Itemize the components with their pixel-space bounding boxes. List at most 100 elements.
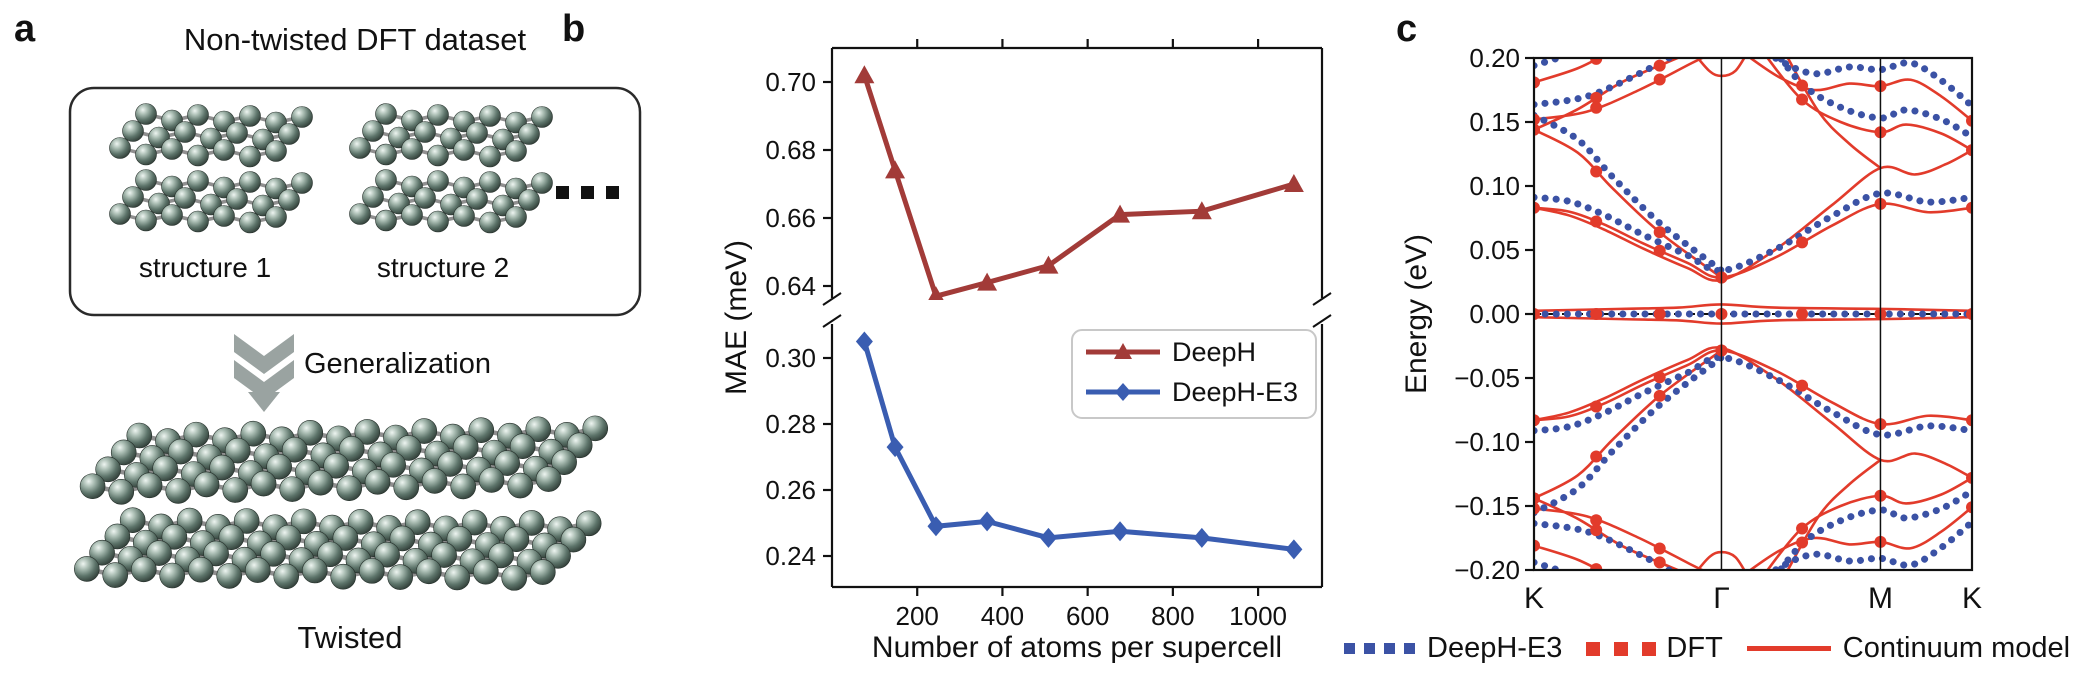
deephe3-band-dots bbox=[1534, 353, 1972, 439]
c-yaxis-label: Energy (eV) bbox=[1400, 234, 1433, 394]
panel-b-letter: b bbox=[562, 8, 586, 50]
c-kpoint-label: Γ bbox=[1713, 582, 1730, 615]
b-ytick-label: 0.66 bbox=[765, 203, 816, 233]
dft-point bbox=[1966, 308, 1972, 320]
continuum-band-line bbox=[1534, 507, 1705, 570]
dft-squares-swatch-icon bbox=[1586, 641, 1666, 656]
series-line bbox=[861, 340, 1295, 552]
continuum-band-line bbox=[1765, 476, 1972, 570]
deephe3-band-dots bbox=[1534, 353, 1725, 517]
ellipsis-dot-icon bbox=[606, 186, 619, 199]
dft-point bbox=[1796, 79, 1809, 92]
data-point-marker bbox=[1283, 174, 1304, 192]
series-DeepH bbox=[854, 65, 1304, 300]
series-line bbox=[862, 74, 1295, 300]
panel-c-legend: DeepH-E3 DFT Continuum model bbox=[1344, 632, 2070, 665]
continuum-line-swatch-icon bbox=[1746, 646, 1831, 651]
dft-point bbox=[1590, 400, 1603, 413]
dft-point bbox=[1590, 165, 1603, 178]
structure2-label: structure 2 bbox=[376, 252, 510, 283]
dft-point bbox=[1966, 201, 1972, 214]
b-ytick-label: 0.24 bbox=[765, 541, 816, 571]
dft-point bbox=[1796, 236, 1809, 249]
panel-b: b 200 400 600 800 1000 0.64 0.66 0.68 0.70 0.24 0.… bbox=[560, 0, 1350, 675]
dft-point bbox=[1534, 201, 1540, 214]
c-ytick-label: 0.10 bbox=[1469, 171, 1520, 201]
c-ytick-label: 0.15 bbox=[1469, 107, 1520, 137]
series-DeepH-E3 bbox=[855, 331, 1303, 560]
structure1-label: structure 1 bbox=[138, 252, 272, 283]
deephe3-band-dots bbox=[1534, 519, 1677, 570]
data-point-marker bbox=[1038, 255, 1059, 274]
b-xtick-label: 600 bbox=[1066, 601, 1109, 631]
dft-point bbox=[1590, 91, 1603, 104]
dft-point bbox=[1590, 563, 1603, 570]
dft-point bbox=[1590, 101, 1603, 114]
b-ytick-label: 0.28 bbox=[765, 409, 816, 439]
dft-point bbox=[1653, 59, 1666, 72]
dft-point bbox=[1590, 308, 1603, 320]
b-ytick-label: 0.70 bbox=[765, 67, 816, 97]
data-point-marker bbox=[977, 272, 998, 291]
dft-point bbox=[1796, 536, 1809, 549]
deephe3-dotted-swatch-icon bbox=[1344, 643, 1427, 654]
dft-point bbox=[1966, 114, 1972, 127]
continuum-band-line bbox=[1534, 349, 1723, 500]
legend-deephe3-label: DeepH-E3 bbox=[1427, 632, 1563, 664]
dft-point bbox=[1653, 542, 1666, 555]
continuum-band-line bbox=[1765, 58, 1972, 152]
dft-point bbox=[1590, 514, 1603, 527]
atom-sheet bbox=[79, 415, 609, 505]
continuum-band-line bbox=[1534, 58, 1705, 121]
dft-point bbox=[1590, 215, 1603, 228]
deephe3-band-dots bbox=[1534, 58, 1569, 70]
continuum-band-line bbox=[1534, 149, 1972, 282]
dft-point bbox=[1966, 144, 1972, 157]
dft-point bbox=[1534, 414, 1540, 427]
b-legend-label: DeepH-E3 bbox=[1172, 377, 1298, 407]
panel-c-letter: c bbox=[1396, 8, 1418, 50]
b-xtick-label: 800 bbox=[1151, 601, 1194, 631]
deephe3-band-dots bbox=[1534, 558, 1569, 570]
data-point-marker bbox=[886, 437, 904, 458]
generalization-arrow-icon bbox=[234, 334, 294, 412]
dft-point bbox=[1796, 379, 1809, 392]
atom-sheet bbox=[349, 169, 553, 234]
continuum-band-line bbox=[1534, 128, 1723, 279]
b-xaxis-label: Number of atoms per supercell bbox=[872, 631, 1282, 664]
atom-sheet bbox=[349, 103, 553, 168]
dft-point bbox=[1653, 389, 1666, 402]
panel-a-graphic bbox=[68, 86, 642, 591]
b-ytick-label: 0.68 bbox=[765, 135, 816, 165]
mae-chart: 200 400 600 800 1000 0.64 0.66 0.68 0.70 0.24 0.26… bbox=[720, 39, 1332, 664]
data-point-marker bbox=[1193, 527, 1211, 548]
b-ytick-label: 0.26 bbox=[765, 475, 816, 505]
b-yaxis-label: MAE (meV) bbox=[720, 240, 753, 395]
panel-a-title: Non-twisted DFT dataset bbox=[183, 22, 527, 57]
dft-point bbox=[1653, 226, 1666, 239]
b-legend: DeepH DeepH-E3 bbox=[1071, 329, 1317, 419]
deephe3-band-dots bbox=[1534, 111, 1725, 275]
panel-a-letter: a bbox=[14, 8, 36, 50]
dft-point bbox=[1534, 502, 1540, 515]
dataset-box bbox=[68, 86, 642, 317]
panel-c: c 0.20 0.15 0.10 0.05 0.00 −0.05 −0.10 −0.15 −0.… bbox=[1390, 0, 2074, 675]
dft-point bbox=[1653, 308, 1666, 320]
dft-point bbox=[1590, 58, 1603, 65]
dft-point bbox=[1534, 308, 1540, 320]
c-kpoint-label: K bbox=[1962, 582, 1982, 615]
c-kpoint-label: K bbox=[1524, 582, 1544, 615]
dft-point bbox=[1796, 93, 1809, 106]
generalization-label: Generalization bbox=[304, 348, 491, 380]
band-structure-chart: 0.20 0.15 0.10 0.05 0.00 −0.05 −0.10 −0.15 −0.20… bbox=[1400, 43, 1982, 615]
twisted-label: Twisted bbox=[297, 620, 403, 655]
atom-sheet bbox=[109, 103, 313, 168]
dft-point bbox=[1796, 308, 1809, 320]
data-point-marker bbox=[1111, 521, 1129, 542]
dft-point bbox=[1534, 76, 1540, 89]
c-ytick-label: −0.05 bbox=[1454, 363, 1520, 393]
dft-point bbox=[1534, 492, 1540, 505]
legend-continuum-label: Continuum model bbox=[1842, 632, 2071, 664]
continuum-band-line bbox=[1696, 550, 1746, 570]
